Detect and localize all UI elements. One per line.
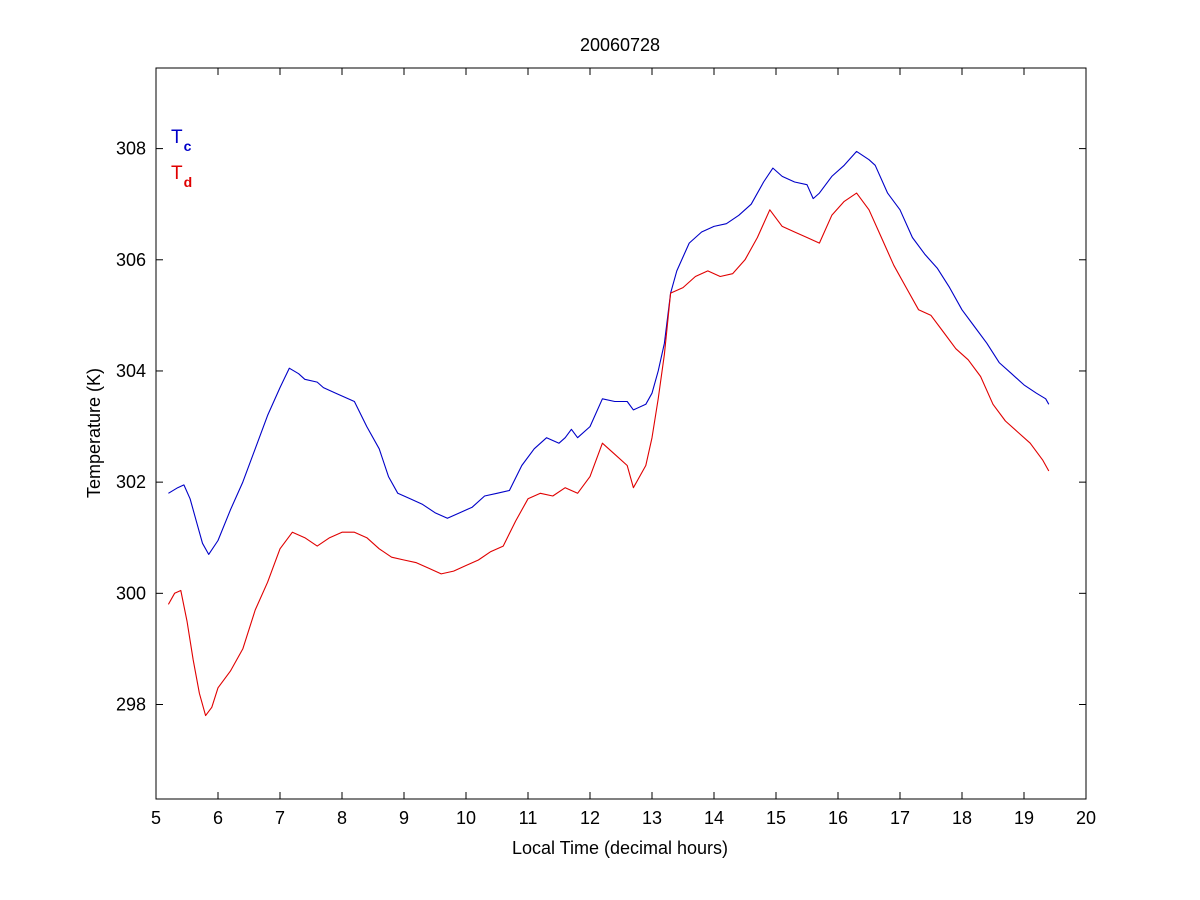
x-tick-label: 11 — [519, 808, 538, 828]
legend-td-subscript: d — [184, 174, 193, 190]
axis-ticks: 5 6 7 8 9 10 11 12 13 14 15 16 17 18 19 20 298 300 302 304 3… — [116, 68, 1096, 828]
x-tick-label: 10 — [456, 808, 476, 828]
chart-title: 20060728 — [580, 35, 660, 55]
x-axis-label: Local Time (decimal hours) — [512, 838, 728, 858]
series-line-tc — [168, 150, 1050, 555]
x-tick-label: 19 — [1014, 808, 1034, 828]
series-line-td — [167, 192, 1050, 717]
x-tick-label: 18 — [952, 808, 972, 828]
legend-entry-tc: Tc — [171, 127, 192, 154]
x-tick-label: 20 — [1076, 808, 1096, 828]
x-tick-label: 17 — [890, 808, 910, 828]
x-tick-label: 6 — [213, 808, 223, 828]
legend-td-name: T — [171, 163, 183, 184]
y-tick-label: 306 — [116, 250, 146, 270]
x-tick-label: 9 — [399, 808, 409, 828]
legend-entry-td: Td — [171, 163, 192, 190]
y-tick-label: 308 — [116, 139, 146, 159]
y-tick-label: 298 — [116, 694, 146, 714]
x-tick-label: 8 — [337, 808, 347, 828]
x-tick-label: 12 — [580, 808, 600, 828]
y-tick-label: 302 — [116, 472, 146, 492]
x-tick-label: 5 — [151, 808, 161, 828]
series-lines — [167, 150, 1050, 717]
legend-tc-subscript: c — [184, 138, 192, 154]
y-tick-label: 304 — [116, 361, 146, 381]
x-tick-label: 16 — [828, 808, 848, 828]
x-tick-label: 14 — [704, 808, 724, 828]
y-axis-label: Temperature (K) — [84, 368, 104, 498]
legend-tc-name: T — [171, 127, 183, 148]
x-tick-label: 7 — [275, 808, 285, 828]
x-tick-label: 15 — [766, 808, 786, 828]
x-tick-label: 13 — [642, 808, 662, 828]
legend: Tc Td — [171, 127, 192, 190]
plot-frame — [155, 67, 1087, 800]
y-tick-label: 300 — [116, 583, 146, 603]
